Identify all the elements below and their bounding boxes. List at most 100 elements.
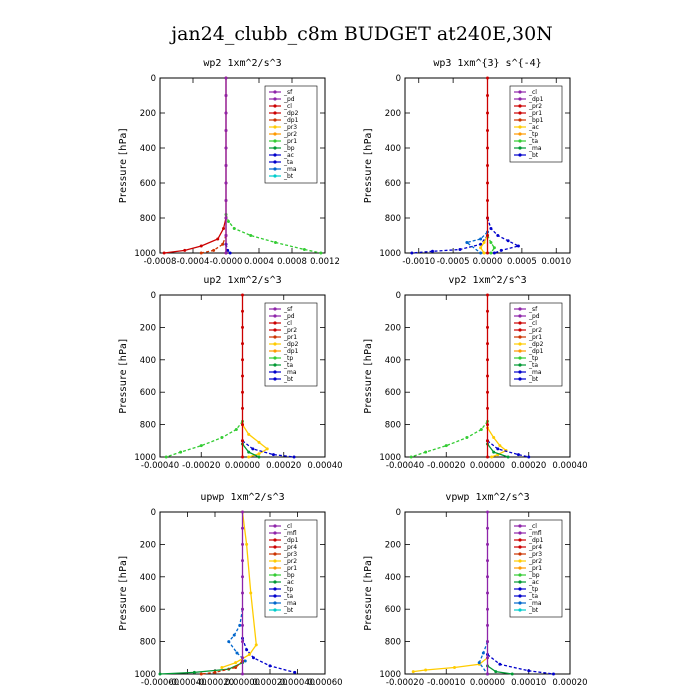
data-point (486, 455, 489, 459)
y-tick-label: 800 (140, 214, 156, 224)
data-point (486, 216, 489, 220)
chart-panel-4: upwp 1xm^2/s^3 Pressure [hPa] 0 200 400 600 80… (118, 492, 343, 688)
legend-entry: _tp (283, 586, 293, 593)
legend-box (264, 519, 318, 618)
x-tick-label: -0.0010 (402, 257, 435, 267)
legend-marker (273, 559, 277, 563)
data-point (319, 251, 323, 255)
legend-entry: _cl (528, 320, 537, 327)
legend-entry: _pr1 (528, 565, 542, 572)
data-point (498, 444, 502, 448)
y-tick-label: 0 (151, 291, 156, 301)
panel-title: wp3 1xm^{3} s^{-4} (433, 58, 541, 69)
data-point (224, 164, 228, 167)
data-point (241, 439, 244, 443)
legend-marker (273, 377, 277, 381)
y-tick-label: 400 (385, 144, 401, 154)
panel-title: upwp 1xm^2/s^3 (200, 492, 284, 503)
data-point (486, 439, 489, 443)
legend-entry: _pr1 (283, 334, 297, 341)
legend-entry: _pr2 (283, 327, 297, 334)
legend-marker (518, 90, 522, 94)
legend-marker (273, 97, 277, 101)
y-tick-label: 600 (140, 388, 156, 398)
series-line-pr3 (201, 235, 227, 254)
data-point (499, 248, 503, 252)
data-point (265, 447, 269, 451)
data-point (486, 542, 489, 546)
x-tick-label: 0.00040 (552, 461, 587, 471)
legend-entry: _pr3 (283, 551, 297, 558)
legend-marker (518, 321, 522, 325)
data-point (293, 670, 297, 674)
legend-marker (273, 335, 277, 339)
legend-entry: _tp (528, 131, 538, 138)
y-tick-label: 0 (396, 508, 401, 518)
legend-marker (518, 307, 522, 311)
legend-marker (273, 111, 277, 115)
data-point (489, 251, 493, 255)
series-line-pr1 (225, 214, 322, 254)
legend-marker (273, 545, 277, 549)
data-point (552, 672, 555, 676)
series-line-tp (487, 440, 529, 458)
data-point (516, 453, 520, 457)
data-point (241, 358, 244, 362)
legend-marker (273, 356, 277, 360)
data-point (486, 358, 489, 362)
legend-marker (273, 90, 277, 94)
data-point (486, 559, 489, 563)
y-tick-label: 600 (140, 179, 156, 189)
data-point (241, 526, 244, 530)
x-tick-label: -0.0005 (437, 257, 470, 267)
data-point (516, 244, 520, 248)
panels: wp2 1xm^2/s^3 Pressure [hPa] 0 200 400 600 800… (118, 58, 588, 688)
x-tick-label: 0.00020 (252, 678, 287, 688)
legend-entry: _pr2 (528, 558, 542, 565)
y-tick-label: 400 (140, 573, 156, 583)
data-point (224, 94, 228, 97)
legend-entry: _dp2 (283, 110, 299, 117)
legend-entry: _ac (283, 579, 294, 586)
legend-entry: _ma (283, 166, 297, 173)
legend-marker (518, 587, 522, 591)
legend-marker (273, 531, 277, 535)
legend-marker (518, 531, 522, 535)
series-line-ma (478, 641, 489, 675)
series-line-tp (486, 217, 521, 254)
data-point (409, 455, 413, 459)
y-tick-label: 400 (385, 356, 401, 366)
data-point (479, 237, 483, 241)
series-line-pr3 (201, 660, 243, 675)
legend-marker (273, 321, 277, 325)
legend-entry: _pr3 (283, 124, 297, 131)
x-tick-label: 0.00020 (552, 678, 587, 688)
data-point (238, 623, 242, 627)
data-point (241, 640, 244, 644)
legend-entry: _sf (283, 89, 293, 96)
y-tick-label: 0 (396, 291, 401, 301)
y-tick-label: 200 (385, 109, 401, 119)
legend-entry: _pr3 (528, 551, 542, 558)
legend-marker (273, 167, 277, 171)
data-point (241, 623, 244, 627)
data-point (486, 111, 489, 115)
data-point (251, 447, 255, 451)
legend-marker (518, 97, 522, 101)
data-point (527, 669, 531, 673)
legend-entry: _pr2 (528, 327, 542, 334)
legend-marker (273, 146, 277, 150)
data-point (257, 455, 261, 459)
data-point (486, 146, 489, 150)
data-point (486, 423, 489, 427)
legend-marker (273, 370, 277, 374)
legend-marker (518, 608, 522, 612)
data-point (249, 234, 253, 237)
series-line-dp1 (165, 421, 244, 458)
series-line-ac (159, 662, 243, 675)
legend-marker (273, 601, 277, 605)
data-point (224, 181, 228, 185)
data-point (486, 575, 489, 579)
legend-marker (518, 545, 522, 549)
